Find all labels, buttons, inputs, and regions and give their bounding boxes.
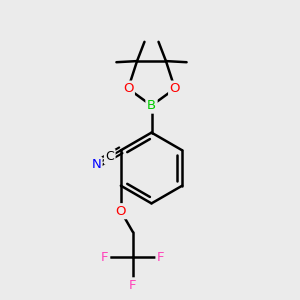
Text: O: O: [169, 82, 180, 95]
Text: F: F: [129, 279, 136, 292]
Text: F: F: [157, 251, 164, 264]
Text: F: F: [101, 251, 109, 264]
Text: C: C: [105, 150, 114, 163]
Text: O: O: [123, 82, 134, 95]
Text: N: N: [91, 158, 101, 171]
Text: B: B: [147, 99, 156, 112]
Text: O: O: [116, 205, 126, 218]
